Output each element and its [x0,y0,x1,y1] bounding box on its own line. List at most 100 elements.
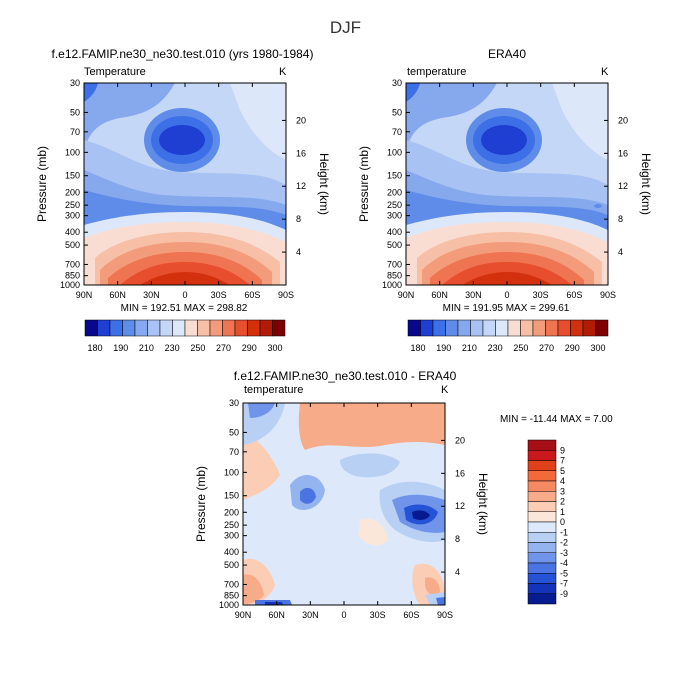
panel1-field [84,83,286,285]
y-axis-label: Pressure (mb) [357,146,371,222]
colorbar-label: 270 [216,343,231,353]
panel3-field [243,403,445,605]
y-axis-label: Pressure (mb) [194,466,208,542]
panel2-left-label: temperature [407,66,467,78]
colorbar-label: 250 [190,343,205,353]
colorbar-swatch [507,319,521,337]
colorbar-swatch [520,319,534,337]
y-tick-label: 700 [224,579,239,589]
colorbar-swatch [495,319,509,337]
y-tick-label: 700 [387,259,402,269]
colorbar-swatch [134,319,148,337]
y-tick-label: 1000 [219,600,239,610]
colorbar-swatch [527,470,557,482]
colorbar-swatch [527,491,557,502]
colorbar-swatch [209,319,223,337]
y-tick-label: 150 [65,171,80,181]
y-right-tick-label: 16 [455,468,465,478]
colorbar-label: 5 [560,466,565,476]
y-tick-label: 100 [224,467,239,477]
colorbar-label: 210 [462,343,477,353]
colorbar-swatch [527,573,557,584]
x-tick-label: 0 [182,290,187,300]
colorbar-swatch [272,319,286,337]
x-tick-label: 90S [437,610,453,620]
y-tick-label: 850 [65,271,80,281]
y-tick-label: 200 [65,187,80,197]
y-tick-label: 300 [387,211,402,221]
colorbar-swatch [527,511,557,523]
colorbar-swatch [259,319,273,337]
y-tick-label: 300 [65,211,80,221]
x-tick-label: 90S [278,290,294,300]
y-right-tick-label: 4 [455,567,460,577]
y-tick-label: 70 [229,447,239,457]
panel3-stats: MIN = -11.44 MAX = 7.00 [500,414,613,425]
colorbar-label: -2 [560,538,568,548]
y-axis-label-right: Height (km) [639,153,653,215]
colorbar-label: 270 [539,343,554,353]
colorbar-swatch [595,319,609,337]
y-right-tick-label: 8 [618,214,623,224]
y-tick-label: 100 [65,147,80,157]
y-tick-label: 200 [224,507,239,517]
colorbar-swatch [557,319,571,337]
colorbar-label: -9 [560,589,568,599]
colorbar-swatch [527,521,557,533]
colorbar-swatch [222,319,236,337]
colorbars: 180 190 210 230 250 270 290 300 180 190 210 230 250 2… [84,319,609,605]
y-tick-label: 300 [224,531,239,541]
panel2-right-label: K [601,66,609,78]
x-tick-label: 30N [302,610,319,620]
colorbar-swatch [147,319,161,337]
y-tick-label: 70 [392,127,402,137]
y-tick-label: 850 [224,591,239,601]
y-tick-label: 500 [224,560,239,570]
y-axis-label-right: Height (km) [317,153,331,215]
colorbar-label: 290 [242,343,257,353]
colorbar-label: -7 [560,579,568,589]
x-tick-label: 30S [533,290,549,300]
colorbar-swatch [172,319,186,337]
x-tick-label: 60S [566,290,582,300]
colorbar-label: 180 [87,343,102,353]
y-axis-label-right: Height (km) [476,473,490,535]
panel1-title: f.e12.FAMIP.ne30_ne30.test.010 (yrs 1980… [51,47,314,61]
panel3-title: f.e12.FAMIP.ne30_ne30.test.010 - ERA40 [233,369,457,383]
colorbar-swatch [84,319,98,337]
colorbar-swatch [527,501,557,512]
y-tick-label: 200 [387,187,402,197]
y-right-tick-label: 12 [455,501,465,511]
panel2-field [406,83,608,285]
x-tick-label: 30S [211,290,227,300]
colorbar-swatch [470,319,484,337]
colorbar-label: 190 [436,343,451,353]
colorbar-label: 1 [560,507,565,517]
panel1-left-label: Temperature [84,66,146,78]
colorbar-swatch [527,439,557,451]
x-tick-label: 60N [268,610,285,620]
y-axis-label: Pressure (mb) [35,146,49,222]
colorbar-swatch [570,319,584,337]
y-tick-label: 500 [387,240,402,250]
x-tick-label: 90N [398,290,415,300]
y-right-tick-label: 20 [618,115,628,125]
panel2-stats: MIN = 191.95 MAX = 299.61 [442,303,570,314]
colorbar-label: 210 [139,343,154,353]
colorbar-label: 7 [560,456,565,466]
y-right-tick-label: 20 [455,435,465,445]
x-tick-label: 30S [370,610,386,620]
x-tick-label: 30N [465,290,482,300]
colorbar-swatch [545,319,559,337]
y-tick-label: 30 [392,78,402,88]
y-tick-label: 30 [70,78,80,88]
colorbar-label: -5 [560,568,568,578]
y-right-tick-label: 20 [296,115,306,125]
y-right-tick-label: 12 [618,181,628,191]
colorbar-label: 290 [565,343,580,353]
colorbar-swatch [407,319,421,337]
x-tick-label: 60N [431,290,448,300]
colorbar-swatch [445,319,459,337]
colorbar-swatch [532,319,546,337]
